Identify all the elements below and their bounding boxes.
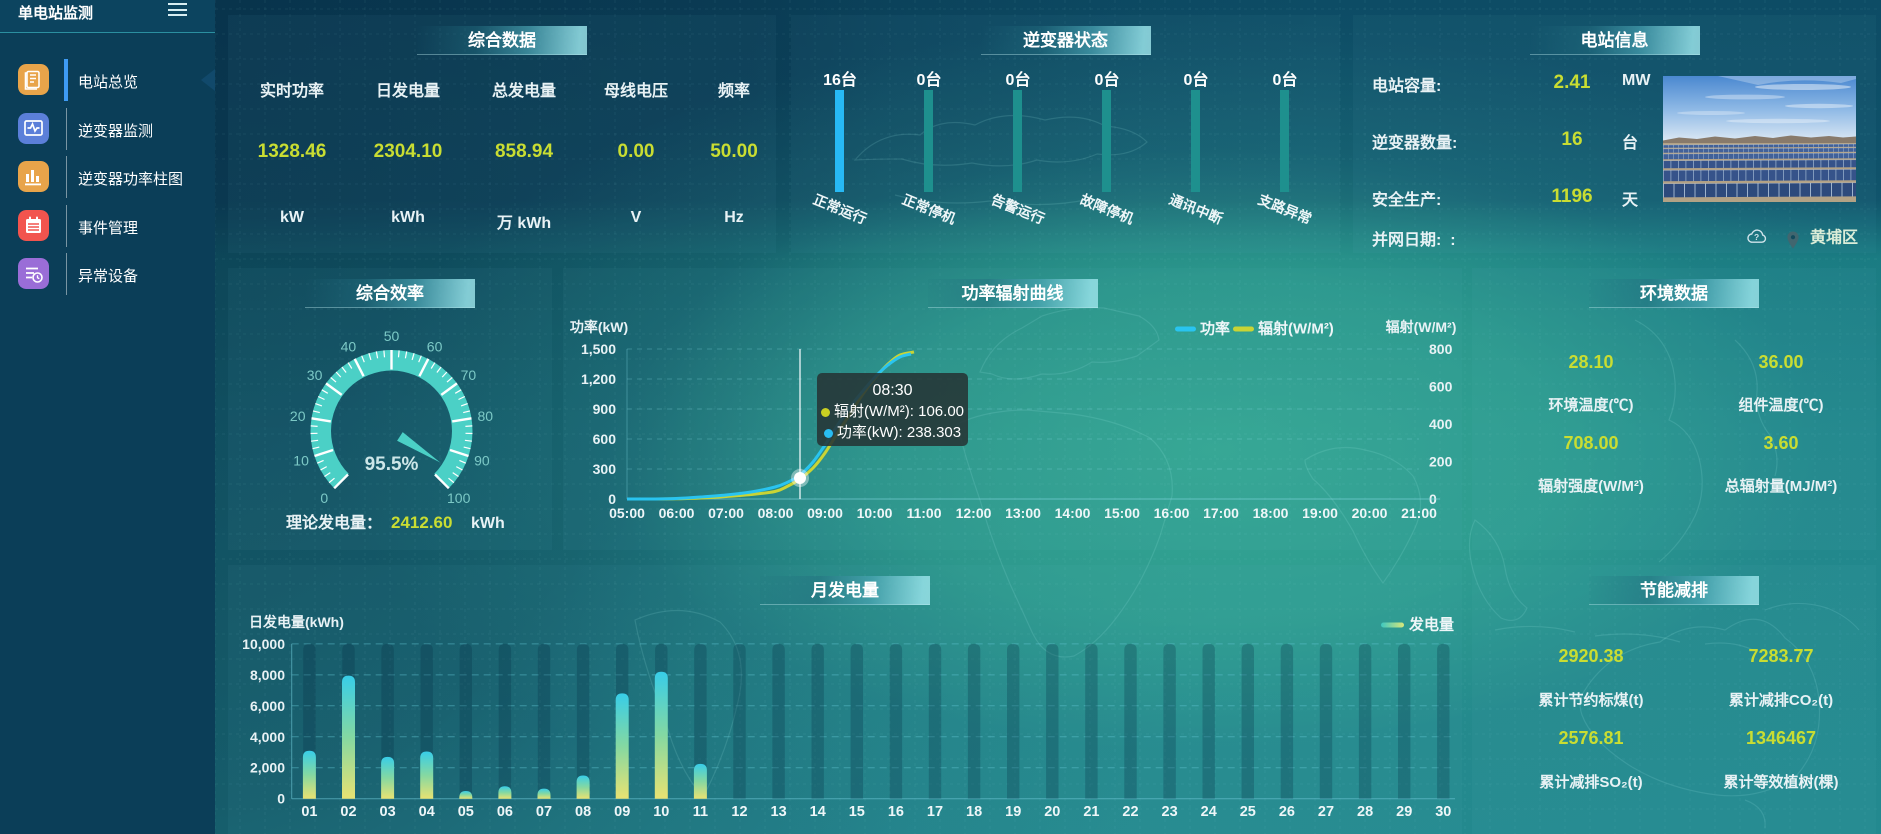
svg-text:18:00: 18:00 [1253,505,1289,521]
svg-text:2,000: 2,000 [250,760,285,776]
svg-text:0: 0 [277,791,285,807]
svg-text:07:00: 07:00 [708,505,744,521]
svg-text:900: 900 [593,401,617,417]
svg-text:4,000: 4,000 [250,729,285,745]
svg-text:08: 08 [575,804,591,820]
svg-text:600: 600 [593,431,617,447]
svg-text:06:00: 06:00 [659,505,695,521]
svg-text:09:00: 09:00 [807,505,843,521]
svg-text:19:00: 19:00 [1302,505,1338,521]
svg-text:21: 21 [1083,804,1099,820]
svg-text:11: 11 [693,804,708,820]
svg-text:70: 70 [461,367,477,383]
svg-text:8,000: 8,000 [250,667,285,683]
svg-text:600: 600 [1429,379,1453,395]
svg-text:30: 30 [1435,804,1451,820]
svg-text:理论发电量：: 理论发电量： [286,513,382,532]
svg-text:25: 25 [1240,804,1256,820]
svg-text:05: 05 [458,804,474,820]
svg-text:辐射(W/M²): 辐射(W/M²) [1258,320,1334,338]
svg-text:0: 0 [320,490,328,506]
svg-text:30: 30 [307,367,323,383]
svg-text:100: 100 [447,490,471,506]
svg-text:kWh: kWh [471,515,505,532]
svg-text:1,200: 1,200 [581,371,616,387]
svg-text:10: 10 [293,452,309,468]
svg-text:10: 10 [653,804,669,820]
svg-text:日发电量(kWh): 日发电量(kWh) [249,614,344,630]
svg-text:2412.60: 2412.60 [391,513,452,532]
svg-text:黄埔区: 黄埔区 [1810,228,1858,247]
svg-text:08:00: 08:00 [758,505,794,521]
svg-text:15:00: 15:00 [1104,505,1140,521]
svg-text:16:00: 16:00 [1154,505,1190,521]
svg-text:20:00: 20:00 [1352,505,1388,521]
svg-text:19: 19 [1005,804,1021,820]
svg-text:95.5%: 95.5% [365,454,419,475]
svg-text:11:00: 11:00 [906,505,941,521]
svg-text:12: 12 [731,804,747,820]
svg-text:21:00: 21:00 [1401,505,1437,521]
svg-text:05:00: 05:00 [609,505,645,521]
svg-text:14:00: 14:00 [1055,505,1091,521]
svg-text:60: 60 [427,338,443,354]
svg-text:1,500: 1,500 [581,341,616,357]
svg-text:01: 01 [301,804,317,820]
svg-text:15: 15 [849,804,865,820]
svg-text:17:00: 17:00 [1203,505,1239,521]
svg-text:0: 0 [608,491,616,507]
svg-text:50: 50 [384,328,400,344]
svg-text:02: 02 [340,804,356,820]
svg-text:功率: 功率 [1200,320,1230,338]
svg-text:03: 03 [380,804,396,820]
svg-text:24: 24 [1201,804,1217,820]
svg-text:06: 06 [497,804,513,820]
svg-text:13: 13 [771,804,787,820]
svg-text:10,000: 10,000 [242,636,285,652]
svg-text:10:00: 10:00 [857,505,893,521]
svg-text:17: 17 [927,804,943,820]
svg-text:18: 18 [966,804,982,820]
svg-text:09: 09 [614,804,630,820]
svg-text:14: 14 [810,804,826,820]
svg-text:80: 80 [478,408,494,424]
svg-text:?: ? [1754,232,1759,242]
svg-text:功率(kW): 功率(kW) [570,319,628,335]
svg-text:辐射(W/M²): 辐射(W/M²) [1386,319,1457,335]
svg-text:16: 16 [888,804,904,820]
svg-text:12:00: 12:00 [956,505,992,521]
svg-text:发电量: 发电量 [1408,616,1454,634]
svg-text:800: 800 [1429,341,1453,357]
svg-text:40: 40 [341,338,357,354]
svg-text:13:00: 13:00 [1005,505,1041,521]
svg-text:04: 04 [419,804,435,820]
svg-text:6,000: 6,000 [250,698,285,714]
svg-text:20: 20 [290,408,306,424]
svg-text:23: 23 [1162,804,1178,820]
svg-text:200: 200 [1429,454,1453,470]
svg-text:22: 22 [1122,804,1138,820]
svg-text:90: 90 [474,452,490,468]
svg-text:400: 400 [1429,416,1453,432]
svg-text:20: 20 [1044,804,1060,820]
svg-text:28: 28 [1357,804,1373,820]
svg-text:26: 26 [1279,804,1295,820]
svg-text:27: 27 [1318,804,1334,820]
svg-text:300: 300 [593,461,617,477]
svg-text:07: 07 [536,804,552,820]
svg-text:29: 29 [1396,804,1412,820]
